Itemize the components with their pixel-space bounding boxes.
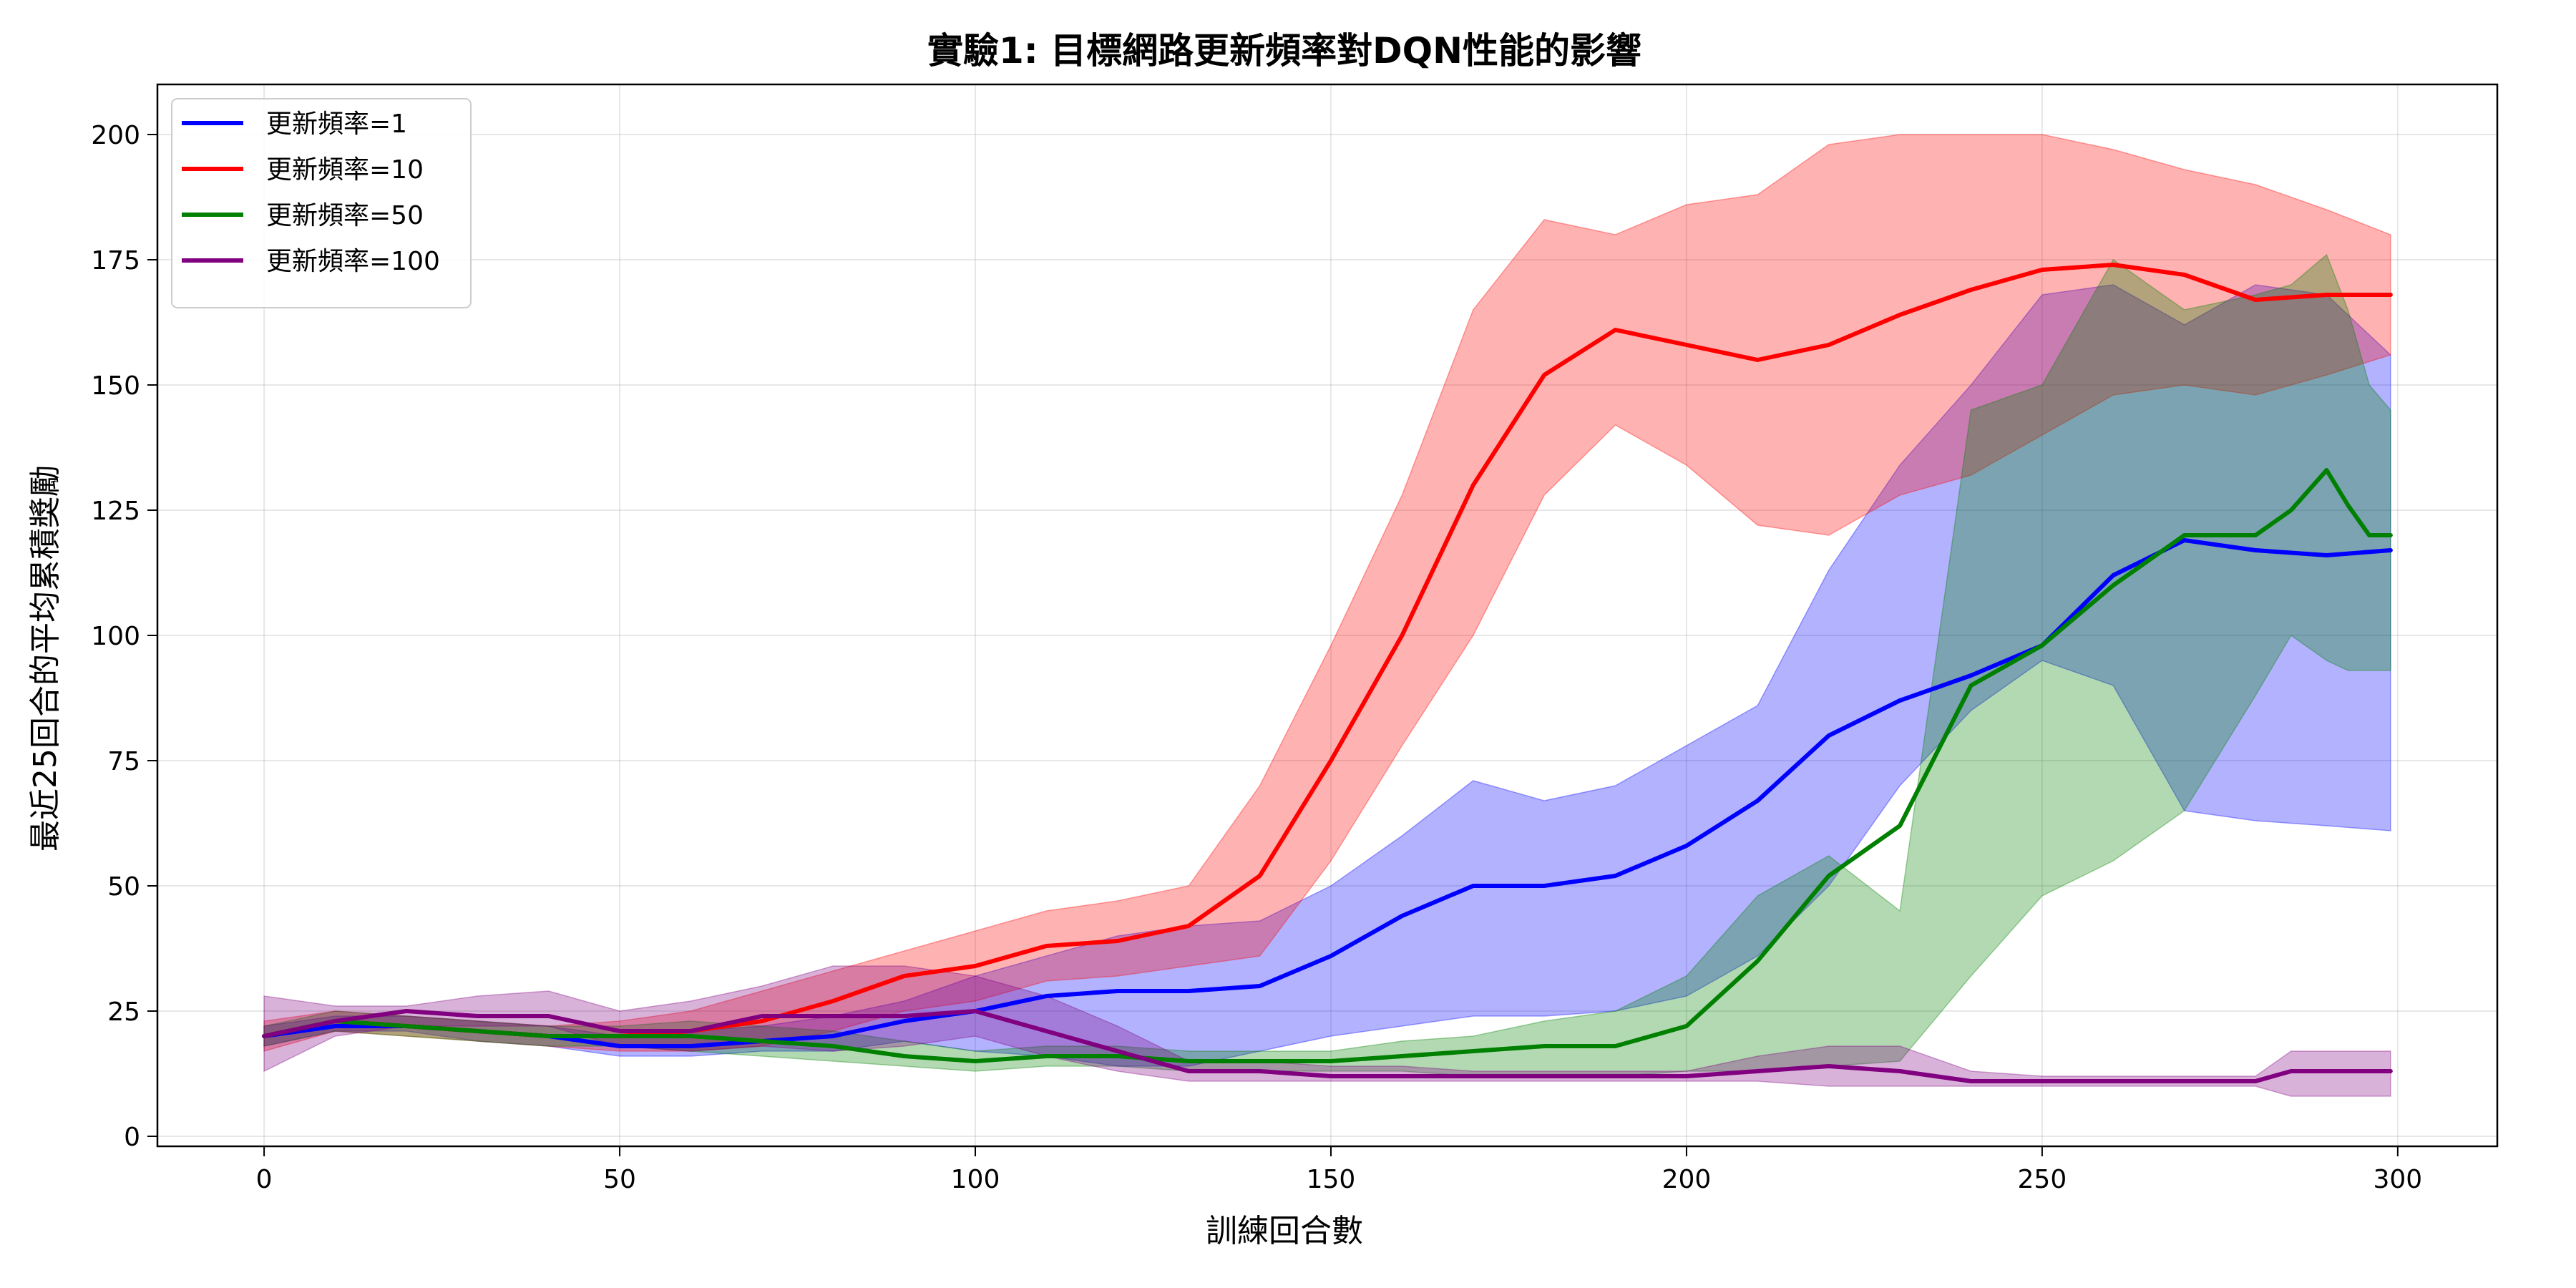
series-line-3 — [262, 1009, 2393, 1083]
legend-box — [171, 98, 472, 308]
x-axis-ticks: 0 50 100 150 200 250 300 — [256, 1146, 2422, 1194]
x-axis-label: 訓練回合數 — [1206, 1213, 1363, 1249]
legend-label-3: 更新頻率=100 — [266, 247, 440, 276]
series-lines — [262, 263, 2393, 1083]
chart-title: 實驗1: 目標網路更新頻率對DQN性能的影響 — [927, 30, 1641, 72]
confidence-band-3 — [263, 965, 2391, 1097]
x-tick-label: 300 — [2373, 1165, 2422, 1194]
confidence-band-1 — [263, 134, 2391, 1052]
legend-label-2: 更新頻率=50 — [266, 201, 424, 230]
legend-label-0: 更新頻率=1 — [266, 109, 407, 139]
y-tick-label: 175 — [91, 246, 140, 275]
x-tick-label: 0 — [256, 1165, 273, 1194]
confidence-band-2 — [263, 253, 2391, 1077]
y-tick-label: 100 — [91, 622, 140, 651]
y-tick-label: 50 — [107, 872, 140, 902]
y-tick-label: 125 — [91, 497, 140, 526]
x-tick-label: 50 — [603, 1165, 636, 1194]
legend-label-1: 更新頻率=10 — [266, 155, 424, 185]
x-tick-label: 150 — [1307, 1165, 1356, 1194]
y-tick-label: 150 — [91, 371, 140, 401]
y-axis-ticks: 0 25 50 75 100 125 150 175 200 — [91, 121, 157, 1152]
y-tick-label: 0 — [124, 1123, 140, 1152]
plot-frame — [156, 83, 2499, 1148]
y-tick-label: 75 — [107, 747, 140, 776]
legend: 更新頻率=1 更新頻率=10 更新頻率=50 更新頻率=100 — [171, 98, 472, 308]
y-tick-label: 25 — [107, 997, 140, 1027]
series-line-2 — [262, 468, 2393, 1063]
x-tick-label: 200 — [1662, 1165, 1712, 1194]
x-tick-label: 250 — [2018, 1165, 2067, 1194]
grid — [157, 84, 2497, 1146]
y-axis-label: 最近25回合的平均累積獎勵 — [27, 465, 64, 852]
y-tick-label: 200 — [91, 121, 140, 150]
x-tick-label: 100 — [951, 1165, 1000, 1194]
